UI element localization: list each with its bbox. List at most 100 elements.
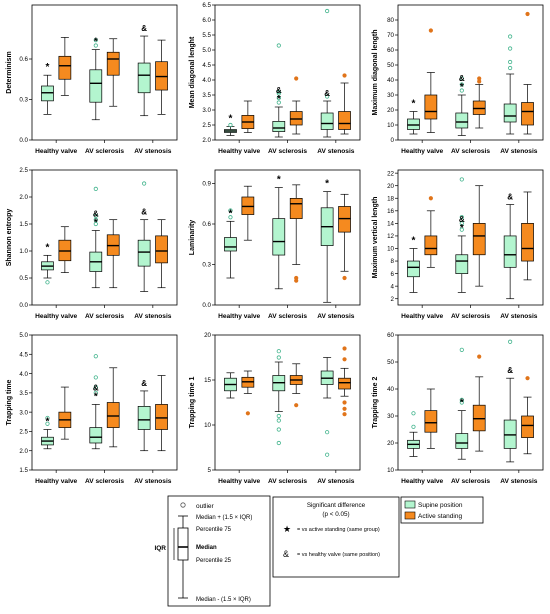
chart-panel: 0 10 20 30 40 50 60 70 80 Maximum diagonal length… [372, 4, 544, 155]
x-tick-label: Healthy valve [401, 478, 443, 485]
y-tick-label: 8 [391, 258, 395, 265]
plot-frame [31, 4, 178, 141]
box [521, 223, 534, 262]
box [503, 103, 517, 123]
outlier-point [45, 280, 50, 285]
x-tick-label: AV sclerosis [268, 148, 307, 155]
box [289, 198, 303, 219]
x-tick-label: AV stenosis [500, 478, 538, 485]
y-tick-label: 30 [387, 413, 394, 420]
chart-panel: 0.0 0.3 0.6 Determinism Healthy valve AV scle… [6, 4, 178, 155]
y-tick-label: 1.5 [19, 221, 28, 228]
box-group [503, 34, 517, 135]
legend-amp-text: = vs healthy valve (same position) [297, 552, 380, 558]
outlier-point [276, 355, 281, 360]
outlier-point [93, 221, 98, 227]
box-group: & [137, 379, 151, 452]
outlier-point [142, 181, 147, 186]
x-tick-label: Healthy valve [401, 148, 443, 155]
significance-star-marker: * [412, 99, 416, 110]
box-group: * [41, 62, 54, 115]
outlier-point [325, 430, 330, 435]
box-group: * [272, 175, 286, 290]
significance-star-marker: * [460, 82, 464, 93]
y-tick-label: 0.0 [19, 302, 28, 309]
outlier-point [342, 275, 347, 281]
box [472, 223, 486, 256]
box-group: *& [89, 186, 103, 289]
box-group [320, 357, 334, 457]
outlier-point [276, 43, 281, 48]
box-group: & [503, 193, 517, 300]
y-tick-label: 40 [387, 77, 394, 84]
outlier-point [93, 390, 98, 395]
box [89, 69, 103, 103]
outlier-point [342, 400, 347, 405]
box [455, 112, 469, 129]
significance-amp-marker: & [459, 215, 465, 224]
outlier-point [294, 275, 299, 281]
box [155, 404, 168, 430]
y-tick-label: 0.5 [19, 275, 28, 282]
box-group: * [41, 242, 54, 285]
x-tick-label: AV sclerosis [85, 313, 124, 320]
outlier-point [93, 375, 98, 380]
outlier-point [508, 59, 513, 65]
outlier-point [477, 354, 482, 359]
legend-supine-swatch [404, 500, 416, 509]
legend-star-text: = vs active standing (same group) [297, 527, 380, 533]
box-group [272, 349, 286, 446]
outlier-point [459, 347, 464, 352]
box [320, 112, 334, 130]
legend-star-symbol: ★ [283, 524, 291, 534]
box-group [106, 38, 120, 107]
x-tick-label: Healthy valve [218, 313, 260, 320]
box [106, 402, 120, 428]
y-tick-label: 10 [387, 122, 394, 129]
y-tick-label: 18 [387, 195, 394, 202]
y-tick-label: 2.5 [19, 167, 28, 174]
plot-frame [31, 169, 178, 306]
box-group: * [407, 99, 420, 135]
y-tick-label: 0.0 [19, 137, 28, 144]
legend-outlier-label: outlier [196, 503, 215, 510]
outlier-point [93, 43, 98, 48]
box [503, 235, 517, 268]
y-tick-label: 2.5 [19, 429, 28, 436]
box-group [424, 28, 438, 133]
outlier-point [93, 384, 98, 390]
x-tick-label: AV stenosis [134, 148, 172, 155]
outlier-point [276, 440, 281, 446]
box-group [289, 184, 303, 283]
legend-active-swatch [404, 511, 416, 520]
legend-active-label: Active standing [418, 513, 462, 520]
y-tick-label: 10 [387, 246, 394, 253]
box-group [472, 354, 486, 452]
plot-frame [397, 334, 544, 471]
box-group: & [137, 24, 151, 117]
outlier-point [342, 412, 347, 417]
outlier-point [245, 411, 250, 416]
legend-outlier-icon [180, 502, 186, 508]
box [424, 410, 438, 433]
y-tick-label: 12 [387, 233, 394, 240]
box-group [155, 39, 168, 115]
box-group [338, 193, 351, 281]
box-group [424, 388, 438, 449]
y-tick-label: 2.5 [202, 122, 211, 129]
y-tick-label: 80 [387, 17, 394, 24]
y-tick-label: 20 [387, 440, 394, 447]
box [137, 239, 151, 267]
outlier-point [93, 186, 98, 191]
outlier-point [276, 349, 281, 354]
box-group [58, 37, 72, 96]
box-group: * [320, 179, 334, 303]
outlier-point [276, 89, 281, 95]
y-tick-label: 0.9 [202, 181, 211, 188]
y-axis-label: Determinism [6, 51, 13, 93]
significance-amp-marker: & [141, 379, 147, 388]
box [455, 433, 469, 449]
box-group [289, 76, 303, 135]
legend-series: Supine position Active standing [400, 496, 484, 524]
